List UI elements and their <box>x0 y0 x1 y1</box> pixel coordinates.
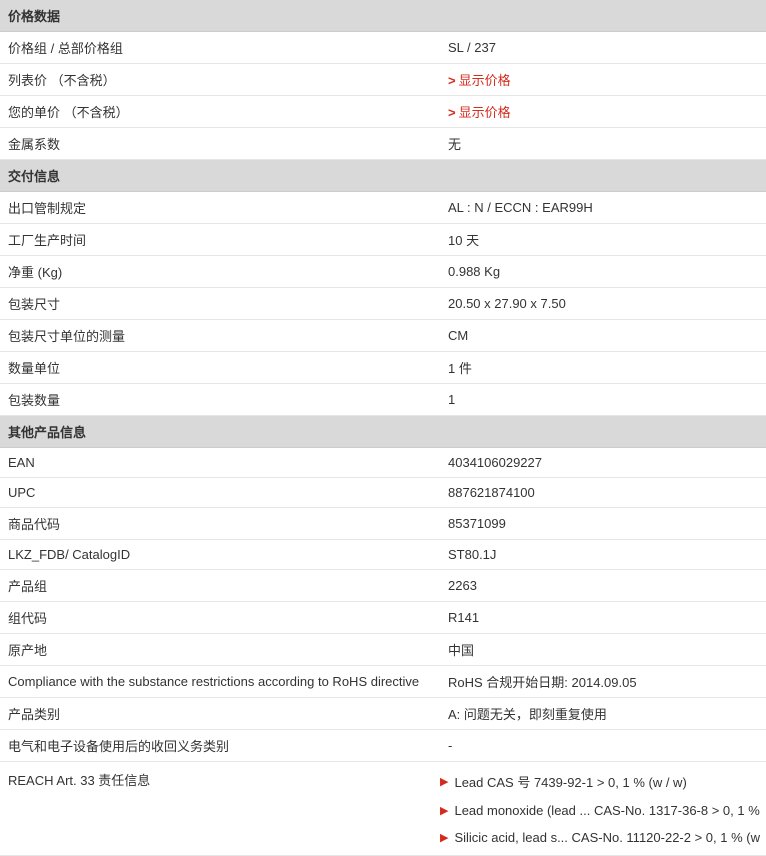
row-value: A: 问题无关，即刻重复使用 <box>440 698 766 729</box>
table-row: 包装尺寸单位的测量 CM <box>0 320 766 352</box>
row-label: 净重 (Kg) <box>0 256 440 287</box>
row-value: - <box>440 732 766 759</box>
row-value: ST80.1J <box>440 541 766 568</box>
triangle-right-icon: ▶ <box>440 831 448 844</box>
row-label: 包装尺寸单位的测量 <box>0 320 440 351</box>
row-label: 您的单价 （不含税） <box>0 96 440 127</box>
reach-item-text: Lead monoxide (lead ... CAS-No. 1317-36-… <box>454 803 759 818</box>
row-label: 出口管制规定 <box>0 192 440 223</box>
row-value: SL / 237 <box>440 34 766 61</box>
link-text: 显示价格 <box>459 73 511 88</box>
row-value: 10 天 <box>440 224 766 255</box>
row-value: 20.50 x 27.90 x 7.50 <box>440 290 766 317</box>
table-row: 组代码 R141 <box>0 602 766 634</box>
show-price-link[interactable]: >显示价格 <box>440 64 766 95</box>
row-label: 原产地 <box>0 634 440 665</box>
table-row: 您的单价 （不含税） >显示价格 <box>0 96 766 128</box>
list-item: ▶ Silicic acid, lead s... CAS-No. 11120-… <box>440 824 766 851</box>
list-item: ▶ Lead CAS 号 7439-92-1 > 0, 1 % (w / w) <box>440 766 766 797</box>
table-row: 价格组 / 总部价格组 SL / 237 <box>0 32 766 64</box>
table-row: 产品类别 A: 问题无关，即刻重复使用 <box>0 698 766 730</box>
reach-item-text: Lead CAS 号 7439-92-1 > 0, 1 % (w / w) <box>454 772 686 791</box>
row-label: 商品代码 <box>0 508 440 539</box>
row-label: 组代码 <box>0 602 440 633</box>
show-price-link[interactable]: >显示价格 <box>440 96 766 127</box>
row-label: Compliance with the substance restrictio… <box>0 668 440 695</box>
row-value: 中国 <box>440 634 766 665</box>
table-row: UPC 887621874100 <box>0 478 766 508</box>
table-row: 产品组 2263 <box>0 570 766 602</box>
table-row: 出口管制规定 AL : N / ECCN : EAR99H <box>0 192 766 224</box>
row-value: RoHS 合规开始日期: 2014.09.05 <box>440 666 766 697</box>
row-value: AL : N / ECCN : EAR99H <box>440 194 766 221</box>
row-value: 85371099 <box>440 510 766 537</box>
row-value: R141 <box>440 604 766 631</box>
row-label: LKZ_FDB/ CatalogID <box>0 541 440 568</box>
row-value: 1 件 <box>440 352 766 383</box>
row-value: 无 <box>440 128 766 159</box>
section-header-price: 价格数据 <box>0 0 766 32</box>
table-row: 原产地 中国 <box>0 634 766 666</box>
table-row: 商品代码 85371099 <box>0 508 766 540</box>
row-value: 887621874100 <box>440 479 766 506</box>
triangle-right-icon: ▶ <box>440 775 448 788</box>
section-header-other: 其他产品信息 <box>0 416 766 448</box>
row-label: 电气和电子设备使用后的收回义务类别 <box>0 730 440 761</box>
row-label: 工厂生产时间 <box>0 224 440 255</box>
table-row: Compliance with the substance restrictio… <box>0 666 766 698</box>
row-label: 包装数量 <box>0 384 440 415</box>
table-row: 列表价 （不含税） >显示价格 <box>0 64 766 96</box>
table-row: 工厂生产时间 10 天 <box>0 224 766 256</box>
table-row: 电气和电子设备使用后的收回义务类别 - <box>0 730 766 762</box>
row-label: 数量单位 <box>0 352 440 383</box>
row-value: 4034106029227 <box>440 449 766 476</box>
table-row: EAN 4034106029227 <box>0 448 766 478</box>
row-label: 产品组 <box>0 570 440 601</box>
reach-item-text: Silicic acid, lead s... CAS-No. 11120-22… <box>454 830 760 845</box>
table-row: 金属系数 无 <box>0 128 766 160</box>
table-row-reach: REACH Art. 33 责任信息 ▶ Lead CAS 号 7439-92-… <box>0 762 766 856</box>
row-label: EAN <box>0 449 440 476</box>
link-text: 显示价格 <box>459 105 511 120</box>
row-value: 1 <box>440 386 766 413</box>
row-label: 金属系数 <box>0 128 440 159</box>
table-row: 包装数量 1 <box>0 384 766 416</box>
row-value: 2263 <box>440 572 766 599</box>
row-label: 包装尺寸 <box>0 288 440 319</box>
row-value: CM <box>440 322 766 349</box>
table-row: 包装尺寸 20.50 x 27.90 x 7.50 <box>0 288 766 320</box>
section-header-delivery: 交付信息 <box>0 160 766 192</box>
chevron-right-icon: > <box>448 73 456 88</box>
list-item: ▶ Lead monoxide (lead ... CAS-No. 1317-3… <box>440 797 766 824</box>
row-label: 列表价 （不含税） <box>0 64 440 95</box>
row-label: REACH Art. 33 责任信息 <box>0 762 440 795</box>
row-label: UPC <box>0 479 440 506</box>
row-label: 价格组 / 总部价格组 <box>0 32 440 63</box>
chevron-right-icon: > <box>448 105 456 120</box>
table-row: 净重 (Kg) 0.988 Kg <box>0 256 766 288</box>
reach-list: ▶ Lead CAS 号 7439-92-1 > 0, 1 % (w / w) … <box>440 762 766 855</box>
table-row: LKZ_FDB/ CatalogID ST80.1J <box>0 540 766 570</box>
row-label: 产品类别 <box>0 698 440 729</box>
row-value: 0.988 Kg <box>440 258 766 285</box>
triangle-right-icon: ▶ <box>440 804 448 817</box>
table-row: 数量单位 1 件 <box>0 352 766 384</box>
